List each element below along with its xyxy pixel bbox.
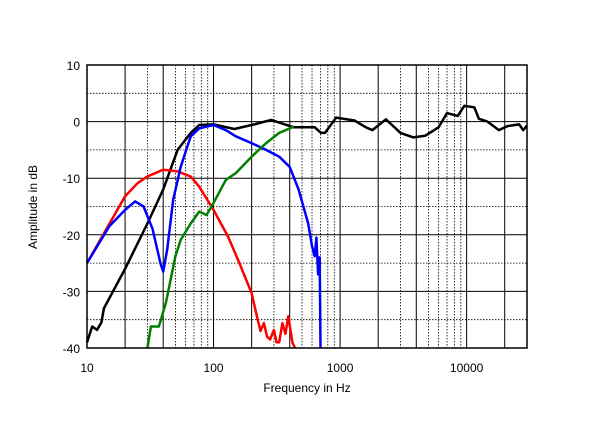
grid [86, 64, 528, 349]
y-tick-labels: 10 0 -10 -20 -30 -40 [63, 59, 81, 356]
x-tick-label: 100 [204, 361, 224, 375]
y-tick-label: -10 [63, 172, 81, 186]
x-tick-label: 10000 [450, 361, 484, 375]
series-line-1 [85, 168, 297, 349]
x-axis-label: Frequency in Hz [263, 381, 350, 395]
y-axis-label: Amplitude in dB [26, 165, 40, 249]
series-line-2 [85, 123, 322, 349]
series-line-3 [146, 125, 295, 349]
plot-frame [86, 64, 528, 349]
y-tick-label: 0 [73, 116, 80, 130]
series-line-0 [85, 104, 528, 343]
x-tick-label: 1000 [327, 361, 354, 375]
y-tick-label: -40 [63, 342, 81, 356]
y-tick-label: 10 [67, 59, 81, 73]
x-tick-labels: 10 100 1000 10000 [80, 361, 483, 375]
x-tick-label: 10 [80, 361, 94, 375]
y-tick-label: -30 [63, 285, 81, 299]
y-tick-label: -20 [63, 229, 81, 243]
series-group [85, 104, 528, 349]
